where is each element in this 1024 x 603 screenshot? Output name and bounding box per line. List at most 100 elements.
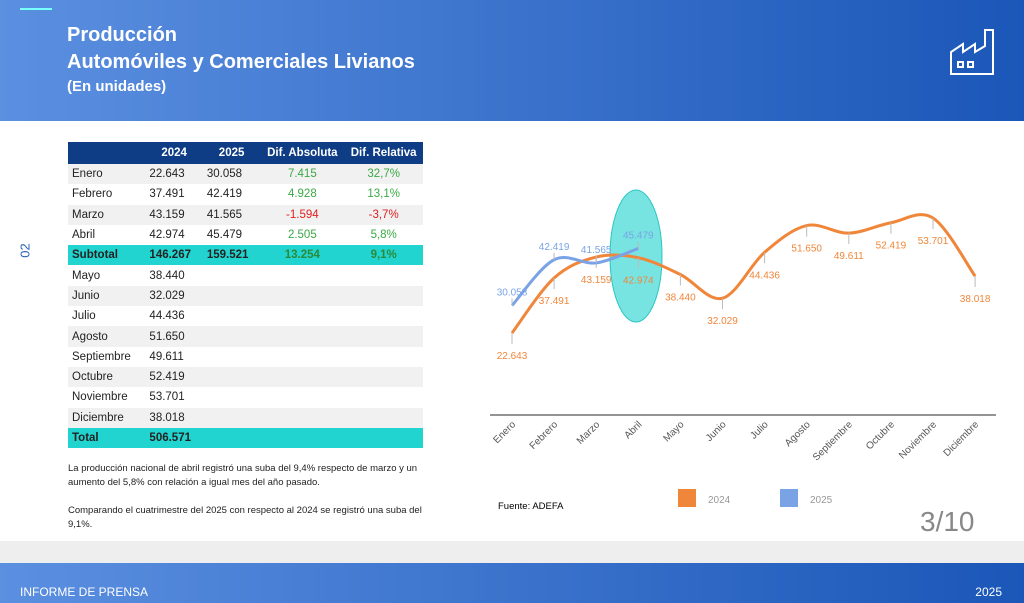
x-tick-label: Septiembre bbox=[811, 419, 855, 463]
x-tick-label: Febrero bbox=[528, 419, 561, 452]
cell bbox=[202, 407, 261, 428]
row: Abril 42.974 45.479 2.505 5,8% bbox=[68, 225, 423, 245]
row: Subtotal 146.267 159.521 13.254 9,1% bbox=[68, 245, 423, 266]
data-label: 32.029 bbox=[707, 316, 738, 327]
legend-label: 2024 bbox=[708, 495, 731, 506]
cell: 43.159 bbox=[145, 204, 203, 225]
cell: 51.650 bbox=[145, 326, 203, 347]
cell: Total bbox=[68, 427, 146, 449]
row: Marzo 43.159 41.565 -1.594 -3,7% bbox=[68, 204, 423, 225]
data-label: 45.479 bbox=[623, 230, 654, 241]
cell: 2.505 bbox=[287, 229, 317, 242]
cell bbox=[202, 285, 261, 307]
cell: -3,7% bbox=[344, 204, 423, 225]
cell: 7.415 bbox=[260, 164, 345, 185]
cell: Marzo bbox=[68, 204, 146, 225]
cell: 49.611 bbox=[149, 350, 184, 363]
header-cell: 2025 bbox=[202, 142, 261, 164]
cell bbox=[202, 366, 261, 388]
footer: INFORME DE PRENSA 2025 bbox=[0, 563, 1024, 603]
cell: 52.419 bbox=[145, 366, 203, 388]
data-label: 41.565 bbox=[581, 245, 612, 256]
row: Total 506.571 bbox=[68, 427, 423, 449]
data-label: 53.701 bbox=[918, 236, 949, 247]
line bbox=[510, 213, 977, 334]
note: Comparando el cuatrimestre del 2025 con … bbox=[68, 505, 422, 530]
x-tick-label: Octubre bbox=[864, 419, 897, 452]
legend-label: 2025 bbox=[810, 495, 833, 506]
row: Junio 32.029 bbox=[68, 285, 423, 307]
x-tick-label: Mayo bbox=[661, 419, 686, 444]
source: Fuente: ADEFA bbox=[498, 501, 564, 512]
cell: 32,7% bbox=[344, 164, 423, 185]
row: Octubre 52.419 bbox=[68, 366, 423, 388]
accent bbox=[20, 8, 52, 10]
data-label: 43.159 bbox=[581, 275, 612, 286]
cell: Agosto bbox=[68, 326, 146, 347]
x-tick-label: Enero bbox=[491, 419, 518, 446]
cell: 146.267 bbox=[145, 245, 203, 266]
cell: Subtotal bbox=[68, 245, 146, 266]
cell: Mayo bbox=[72, 269, 101, 282]
title: Producción bbox=[67, 24, 178, 46]
data-label: 30.058 bbox=[497, 288, 528, 299]
page-number: 3/10 bbox=[920, 506, 975, 537]
cell: 13.254 bbox=[260, 245, 345, 266]
legend-swatch bbox=[780, 489, 798, 507]
footer-right: 2025 bbox=[975, 585, 1002, 599]
cell bbox=[344, 427, 423, 449]
cell: 41.565 bbox=[202, 204, 261, 225]
x-tick-label: Agosto bbox=[783, 419, 813, 449]
row: Mayo 38.440 bbox=[68, 265, 423, 285]
cell: 30.058 bbox=[202, 164, 261, 185]
cell bbox=[260, 427, 345, 449]
subtitle: Automóviles y Comerciales Livianos bbox=[67, 51, 415, 73]
header-cell: Dif. Relativa bbox=[344, 142, 423, 164]
data-label: 52.419 bbox=[876, 241, 907, 252]
cell: 22.643 bbox=[145, 164, 203, 185]
cell: 5,8% bbox=[370, 229, 397, 242]
cell: 45.479 bbox=[206, 229, 243, 242]
cell bbox=[260, 285, 345, 307]
cell bbox=[260, 326, 345, 347]
data-label: 42.974 bbox=[623, 276, 654, 287]
x-tick-label: Noviembre bbox=[897, 419, 939, 461]
cell: 13,1% bbox=[367, 188, 400, 201]
data-label: 42.419 bbox=[539, 242, 570, 253]
cell: 38.018 bbox=[145, 407, 203, 428]
row: Agosto 51.650 bbox=[68, 326, 423, 347]
cell: 32.029 bbox=[145, 285, 203, 307]
header-cell: Dif. Absoluta bbox=[260, 142, 345, 164]
legend-swatch bbox=[678, 489, 696, 507]
header-cell: 2024 bbox=[145, 142, 203, 164]
row: Septiembre 49.611 bbox=[68, 347, 423, 367]
data-table: 2024 2025 Dif. Absoluta Dif. Relativa Enero 2… bbox=[68, 142, 423, 449]
header: Producción Automóviles y Comerciales Liv… bbox=[0, 0, 1024, 121]
cell bbox=[260, 366, 345, 388]
header-row: 2024 2025 Dif. Absoluta Dif. Relativa bbox=[68, 142, 423, 164]
data-label: 38.018 bbox=[960, 294, 991, 305]
cell: Noviembre bbox=[72, 391, 128, 404]
x-tick-label: Marzo bbox=[575, 419, 603, 447]
cell: Octubre bbox=[68, 366, 146, 388]
x-tick-label: Abril bbox=[622, 419, 644, 441]
unit: (En unidades) bbox=[67, 78, 167, 95]
cell: -1.594 bbox=[260, 204, 345, 225]
data-label: 38.440 bbox=[665, 293, 696, 304]
cell: Abril bbox=[72, 229, 96, 242]
factory-icon bbox=[950, 29, 994, 75]
cell bbox=[344, 326, 423, 347]
cell: 44.436 bbox=[149, 310, 185, 323]
cell bbox=[260, 407, 345, 428]
x-tick-label: Junio bbox=[704, 419, 729, 444]
row: Julio 44.436 bbox=[68, 306, 423, 326]
cell bbox=[344, 285, 423, 307]
cell: Junio bbox=[68, 285, 146, 307]
cell bbox=[202, 427, 261, 449]
x-tick-label: Diciembre bbox=[942, 419, 982, 459]
x-tick-label: Julio bbox=[748, 419, 771, 442]
data-label: 22.643 bbox=[497, 351, 528, 362]
cell bbox=[202, 326, 261, 347]
cell: 42.419 bbox=[206, 188, 243, 201]
